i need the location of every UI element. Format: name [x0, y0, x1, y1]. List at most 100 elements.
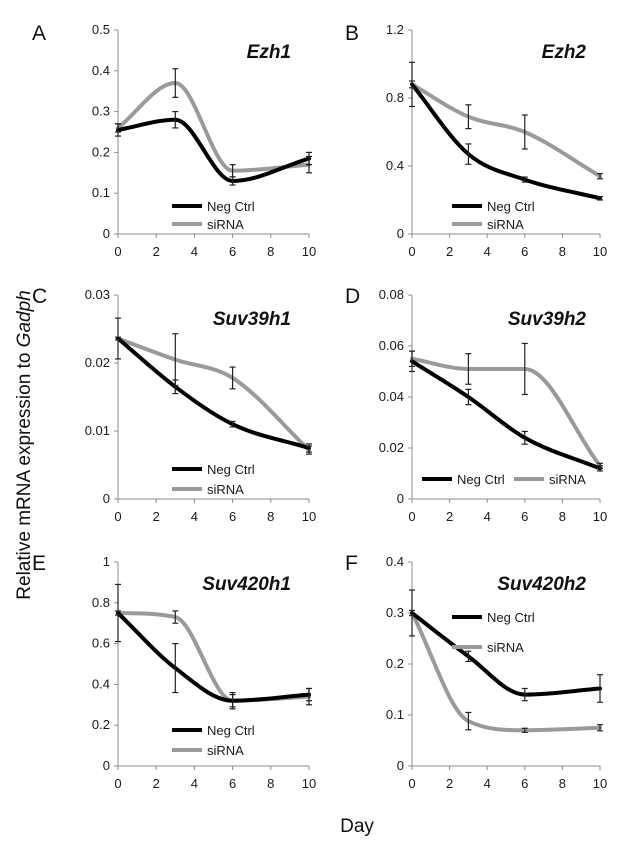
- legend: Neg Ctrl siRNA: [422, 472, 586, 487]
- error-bar: [465, 143, 472, 165]
- x-tick-label: 10: [302, 244, 316, 259]
- x-tick-label: 6: [229, 244, 236, 259]
- x-tick-label: 2: [153, 244, 160, 259]
- panel-letter-a: A: [32, 22, 46, 45]
- error-bar: [465, 104, 472, 130]
- error-bar: [465, 388, 472, 406]
- y-tick-label: 0.2: [386, 656, 404, 671]
- y-tick-label: 0.02: [85, 355, 110, 370]
- error-bar: [597, 462, 603, 469]
- y-tick-label: 0: [397, 226, 404, 241]
- y-tick-label: 0.06: [379, 338, 404, 353]
- error-bar: [521, 114, 528, 150]
- x-tick-label: 6: [229, 509, 236, 524]
- y-tick-label: 0.3: [92, 104, 110, 119]
- error-bar: [521, 342, 528, 396]
- x-tick-label: 8: [559, 776, 566, 791]
- panel-title: Suv39h2: [508, 309, 587, 330]
- y-tick-label: 0.2: [92, 144, 110, 159]
- x-tick-label: 8: [267, 776, 274, 791]
- error-bar: [172, 333, 179, 387]
- y-tick-label: 0: [103, 226, 110, 241]
- series-line-sirna: [410, 82, 602, 179]
- legend: Neg Ctrl siRNA: [172, 199, 255, 232]
- error-bar: [229, 693, 236, 708]
- series-line-sirna: [116, 81, 311, 173]
- panel-b: B 0 0.4 0.8 1.2 0 2 4 6 8 10 Ezh2 Neg Ctrl siRNA: [345, 22, 607, 259]
- y-tick-label: 0: [103, 491, 110, 506]
- error-bar: [409, 609, 415, 617]
- y-tick-label: 0.08: [379, 287, 404, 302]
- panel-letter-d: D: [345, 285, 360, 308]
- panel-title: Ezh1: [247, 42, 291, 63]
- error-bar: [465, 711, 472, 731]
- y-tick-label: 0.8: [92, 595, 110, 610]
- error-bar: [172, 610, 179, 624]
- x-tick-label: 2: [446, 244, 453, 259]
- x-tick-label: 4: [191, 776, 198, 791]
- error-bar: [597, 674, 603, 703]
- x-tick-label: 4: [484, 244, 491, 259]
- y-axis-label-prefix: Relative mRNA expression to: [14, 347, 35, 599]
- y-tick-label: 0.1: [386, 707, 404, 722]
- x-tick-label: 10: [593, 244, 607, 259]
- x-tick-label: 8: [267, 244, 274, 259]
- y-axis-label-gene: Gadph: [14, 290, 35, 347]
- legend-label: siRNA: [487, 217, 524, 232]
- error-bar: [521, 687, 528, 702]
- error-bar: [306, 445, 312, 455]
- legend: Neg Ctrl siRNA: [452, 199, 535, 232]
- panel-letter-c: C: [32, 285, 47, 308]
- legend-label: siRNA: [487, 640, 524, 655]
- series-line-sirna: [116, 336, 311, 453]
- error-bar: [409, 350, 415, 367]
- error-bar: [115, 610, 121, 616]
- legend-label: siRNA: [207, 217, 244, 232]
- x-tick-label: 8: [559, 244, 566, 259]
- x-tick-label: 2: [153, 776, 160, 791]
- x-tick-label: 2: [153, 509, 160, 524]
- x-tick-label: 0: [408, 509, 415, 524]
- legend-label: Neg Ctrl: [487, 199, 535, 214]
- x-tick-label: 6: [229, 776, 236, 791]
- legend-label: Neg Ctrl: [207, 199, 255, 214]
- error-bar: [521, 727, 528, 733]
- panel-letter-e: E: [32, 552, 46, 575]
- x-tick-label: 0: [114, 244, 121, 259]
- error-bar: [597, 724, 603, 732]
- y-tick-label: 0: [397, 491, 404, 506]
- y-tick-label: 0.04: [379, 389, 404, 404]
- series-line-neg-ctrl: [410, 82, 602, 201]
- x-tick-label: 4: [484, 776, 491, 791]
- error-bar: [409, 80, 415, 89]
- error-bar: [172, 110, 179, 129]
- legend: Neg Ctrl siRNA: [452, 610, 535, 655]
- legend-label: Neg Ctrl: [487, 610, 535, 625]
- legend-label: siRNA: [549, 472, 586, 487]
- series-line-neg-ctrl: [116, 336, 311, 450]
- panel-letter-f: F: [345, 552, 358, 575]
- error-bar: [521, 430, 528, 445]
- panel-title: Ezh2: [542, 42, 587, 63]
- legend-label: siRNA: [207, 743, 244, 758]
- panel-title: Suv39h1: [213, 309, 291, 330]
- series-line-neg-ctrl: [410, 611, 602, 697]
- panel-f: F 0 0.1 0.2 0.3 0.4 0 2 4 6 8 10 Suv420h2 Neg Ctrl siR…: [345, 552, 607, 791]
- panel-letter-b: B: [345, 22, 359, 45]
- x-tick-label: 8: [559, 509, 566, 524]
- legend-label: Neg Ctrl: [207, 462, 255, 477]
- x-tick-label: 10: [593, 509, 607, 524]
- shared-x-axis-label: Day: [340, 816, 374, 837]
- y-tick-label: 1.2: [386, 22, 404, 37]
- x-tick-label: 6: [521, 244, 528, 259]
- error-bar: [306, 155, 312, 174]
- panel-title: Suv420h1: [202, 574, 291, 595]
- y-tick-label: 0.2: [92, 717, 110, 732]
- y-tick-label: 0.8: [386, 90, 404, 105]
- error-bar: [465, 353, 472, 385]
- x-tick-label: 4: [191, 509, 198, 524]
- error-bar: [597, 173, 603, 180]
- y-tick-label: 0.5: [92, 22, 110, 37]
- error-bar: [229, 420, 236, 428]
